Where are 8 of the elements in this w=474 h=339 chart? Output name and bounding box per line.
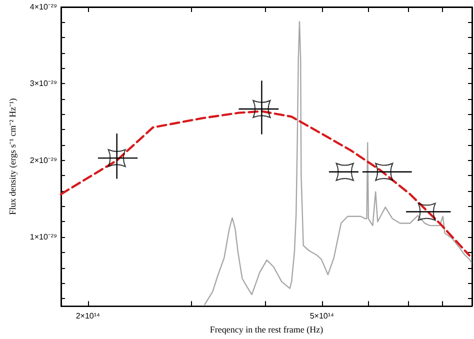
y-tick-label: 3×10⁻²⁹ <box>30 79 57 88</box>
x-tick-label: 5×10¹⁴ <box>310 312 335 321</box>
y-tick-label: 1×10⁻²⁹ <box>30 232 57 242</box>
x-tick-label: 2×10¹⁴ <box>76 312 101 321</box>
y-tick-label: 2×10⁻²⁹ <box>30 156 57 165</box>
y-tick-label: 4×10⁻²⁹ <box>30 2 57 12</box>
y-axis-title: Flux density (ergs s⁻¹ cm⁻² Hz⁻¹) <box>8 98 18 215</box>
x-axis-title: Freqency in the rest frame (Hz) <box>210 324 324 334</box>
